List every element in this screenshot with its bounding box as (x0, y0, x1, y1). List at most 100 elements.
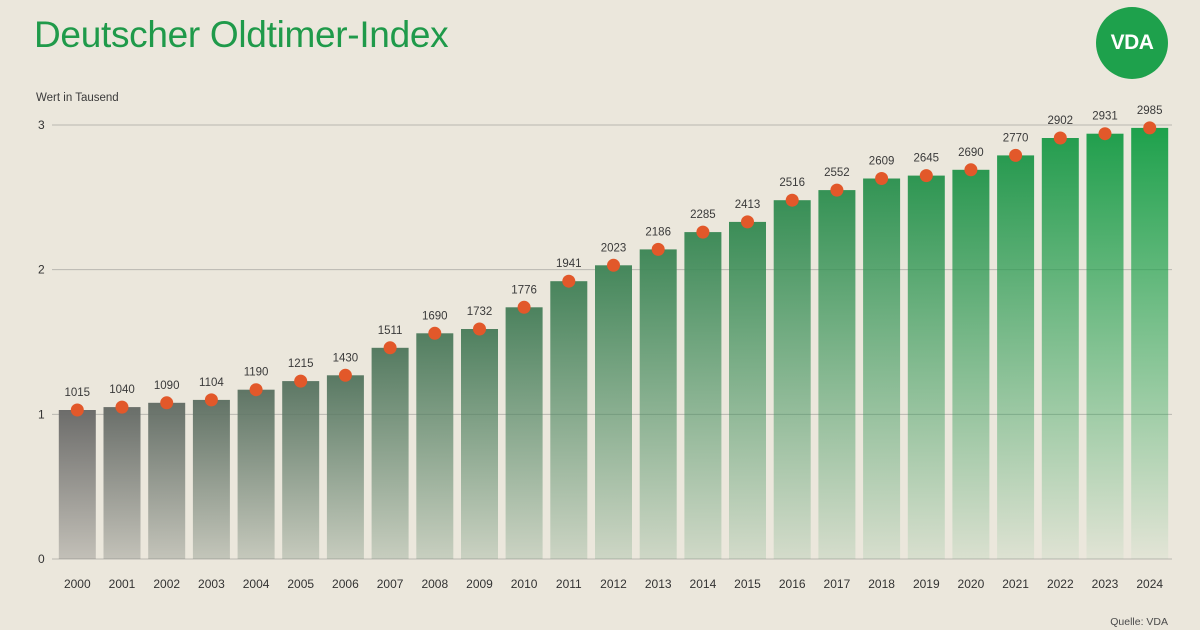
x-tick-label-2001: 2001 (109, 577, 136, 591)
bar-2012 (595, 265, 632, 559)
data-label-2010: 1776 (511, 284, 537, 296)
bar-2003 (192, 399, 230, 559)
marker-2010 (517, 300, 531, 314)
marker-2013 (651, 242, 665, 256)
data-label-2009: 1732 (467, 306, 493, 318)
marker-2012 (607, 258, 620, 272)
data-label-2011: 1941 (556, 258, 582, 270)
x-tick-label-2024: 2024 (1136, 577, 1163, 591)
marker-2008 (428, 326, 442, 340)
marker-2017 (830, 183, 844, 197)
bar-2002 (148, 402, 186, 559)
bar-2019 (907, 175, 945, 559)
bar-2004 (237, 389, 275, 559)
x-tick-label-2009: 2009 (466, 577, 493, 591)
label-layer: 1015 2000 1040 2001 1090 2002 1104 2003 1190 2004… (64, 105, 1163, 591)
bar-2013 (639, 249, 677, 559)
data-label-2003: 1104 (199, 377, 224, 389)
marker-2006 (338, 368, 352, 382)
data-label-2015: 2413 (735, 199, 761, 211)
x-tick-label-2017: 2017 (824, 577, 851, 591)
x-tick-label-2012: 2012 (600, 577, 627, 591)
data-label-2007: 1511 (378, 325, 403, 337)
bar-2011 (550, 281, 588, 559)
x-tick-label-2010: 2010 (511, 577, 538, 591)
bar-2016 (773, 200, 811, 559)
source-note: Quelle: VDA (1110, 616, 1168, 628)
marker-2021 (1009, 148, 1023, 162)
marker-2018 (875, 172, 889, 185)
bar-2017 (818, 190, 856, 559)
bar-2015 (729, 221, 766, 559)
y-axis-label: Wert in Tausend (36, 92, 119, 104)
page-title: Deutscher Oldtimer-Index (34, 14, 449, 55)
x-tick-label-2003: 2003 (198, 577, 225, 591)
marker-2014 (696, 225, 710, 239)
bar-2024 (1131, 127, 1169, 560)
x-tick-label-2013: 2013 (645, 577, 672, 591)
bar-2001 (103, 407, 141, 559)
marker-2005 (294, 374, 308, 388)
bar-2021 (997, 155, 1035, 559)
data-label-2005: 1215 (288, 358, 314, 370)
x-tick-label-2018: 2018 (868, 577, 895, 591)
data-label-2020: 2690 (958, 147, 984, 159)
data-label-2000: 1015 (65, 387, 91, 399)
bar-2022 (1041, 138, 1079, 559)
x-tick-label-2016: 2016 (779, 577, 806, 591)
marker-2016 (785, 193, 799, 207)
data-label-2022: 2902 (1048, 115, 1074, 127)
marker-2015 (741, 215, 754, 229)
data-label-2024: 2985 (1137, 105, 1163, 117)
data-label-2021: 2770 (1003, 132, 1029, 144)
x-tick-label-2019: 2019 (913, 577, 940, 591)
x-tick-label-2014: 2014 (690, 577, 717, 591)
data-label-2014: 2285 (690, 209, 716, 221)
bar-2023 (1086, 133, 1124, 559)
bar-layer (58, 127, 1169, 560)
y-tick-label: 1 (38, 407, 45, 421)
data-label-2018: 2609 (869, 156, 895, 168)
marker-2011 (562, 274, 576, 288)
x-tick-label-2021: 2021 (1002, 577, 1029, 591)
vda-logo: VDA (1096, 7, 1168, 79)
x-tick-label-2011: 2011 (556, 577, 582, 591)
marker-layer (70, 121, 1157, 417)
bar-2007 (371, 347, 409, 559)
bar-2000 (58, 410, 96, 559)
marker-2022 (1053, 131, 1067, 145)
bar-2014 (684, 232, 722, 559)
data-label-2002: 1090 (154, 380, 180, 392)
marker-2024 (1143, 121, 1157, 135)
x-tick-label-2022: 2022 (1047, 577, 1074, 591)
data-label-2013: 2186 (645, 226, 671, 238)
bar-2020 (952, 169, 990, 560)
data-label-2019: 2645 (914, 153, 940, 165)
marker-2002 (160, 396, 174, 410)
data-label-2008: 1690 (422, 310, 448, 322)
x-tick-label-2008: 2008 (421, 577, 448, 591)
x-tick-label-2004: 2004 (243, 577, 270, 591)
bar-2010 (505, 307, 543, 559)
bar-2009 (461, 329, 498, 559)
marker-2009 (473, 322, 486, 336)
data-label-2001: 1040 (109, 384, 135, 396)
x-tick-label-2020: 2020 (958, 577, 985, 591)
y-tick-label: 3 (38, 118, 45, 132)
x-tick-label-2007: 2007 (377, 577, 404, 591)
x-tick-label-2015: 2015 (734, 577, 761, 591)
x-tick-label-2002: 2002 (153, 577, 180, 591)
bar-2006 (326, 375, 364, 559)
marker-2023 (1098, 127, 1112, 141)
x-tick-label-2005: 2005 (287, 577, 314, 591)
data-label-2017: 2552 (824, 167, 850, 179)
bar-2008 (416, 333, 454, 559)
x-tick-label-2000: 2000 (64, 577, 91, 591)
marker-2019 (919, 169, 933, 183)
marker-2003 (204, 393, 218, 407)
bar-2005 (282, 381, 320, 559)
y-tick-label: 2 (38, 263, 45, 277)
marker-2001 (115, 400, 129, 414)
data-label-2004: 1190 (244, 367, 269, 379)
